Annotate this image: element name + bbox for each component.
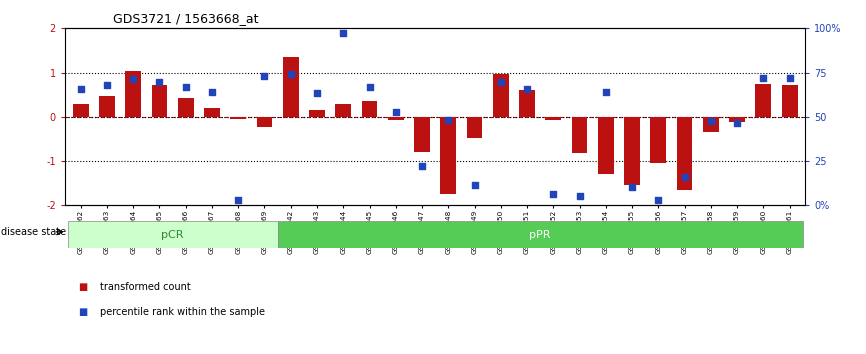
Point	[389, 109, 403, 114]
Point	[363, 84, 377, 90]
Text: pPR: pPR	[529, 229, 551, 240]
Point	[336, 30, 350, 36]
Bar	[441, 117, 456, 194]
Point	[678, 174, 692, 179]
Text: pCR: pCR	[161, 229, 184, 240]
Text: ■: ■	[78, 307, 87, 316]
Point	[74, 86, 87, 92]
Point	[442, 117, 456, 123]
Bar	[546, 117, 561, 120]
Text: disease state: disease state	[1, 227, 66, 237]
Bar	[414, 117, 430, 152]
Bar	[178, 98, 194, 117]
Point	[310, 91, 324, 96]
Point	[468, 182, 481, 187]
Point	[704, 119, 718, 124]
Point	[520, 87, 534, 92]
Bar	[755, 84, 772, 117]
Point	[546, 192, 560, 197]
Bar	[598, 117, 614, 175]
Point	[178, 84, 192, 90]
Bar	[283, 57, 299, 117]
Bar	[99, 96, 115, 117]
Point	[783, 75, 797, 81]
Point	[100, 82, 114, 87]
Bar	[126, 71, 141, 117]
Text: ■: ■	[78, 282, 87, 292]
Bar	[624, 117, 640, 185]
Text: GDS3721 / 1563668_at: GDS3721 / 1563668_at	[113, 12, 258, 25]
Point	[599, 90, 613, 95]
Bar	[309, 110, 325, 117]
Bar	[73, 104, 88, 117]
Bar	[782, 85, 798, 117]
Point	[572, 194, 586, 199]
Point	[494, 80, 507, 85]
Bar	[256, 117, 273, 127]
Point	[730, 121, 744, 126]
Point	[126, 76, 140, 82]
Bar	[152, 85, 167, 117]
Bar	[703, 117, 719, 132]
Text: percentile rank within the sample: percentile rank within the sample	[100, 307, 265, 316]
Bar	[335, 104, 351, 117]
Bar	[520, 90, 535, 117]
Bar	[230, 117, 246, 119]
Bar	[729, 117, 745, 122]
Point	[257, 73, 271, 79]
Bar	[650, 117, 666, 163]
Bar	[388, 117, 404, 120]
Bar	[676, 117, 693, 190]
Point	[152, 80, 166, 85]
Point	[231, 197, 245, 202]
Bar	[204, 108, 220, 117]
Point	[415, 164, 429, 169]
Text: transformed count: transformed count	[100, 282, 191, 292]
Bar	[278, 221, 803, 248]
Bar	[362, 101, 378, 117]
Point	[651, 197, 665, 202]
Point	[625, 184, 639, 190]
Point	[205, 90, 219, 95]
Bar	[68, 221, 278, 248]
Point	[756, 75, 770, 81]
Point	[284, 71, 298, 77]
Bar	[572, 117, 587, 153]
Bar	[467, 117, 482, 138]
Bar	[493, 74, 508, 117]
